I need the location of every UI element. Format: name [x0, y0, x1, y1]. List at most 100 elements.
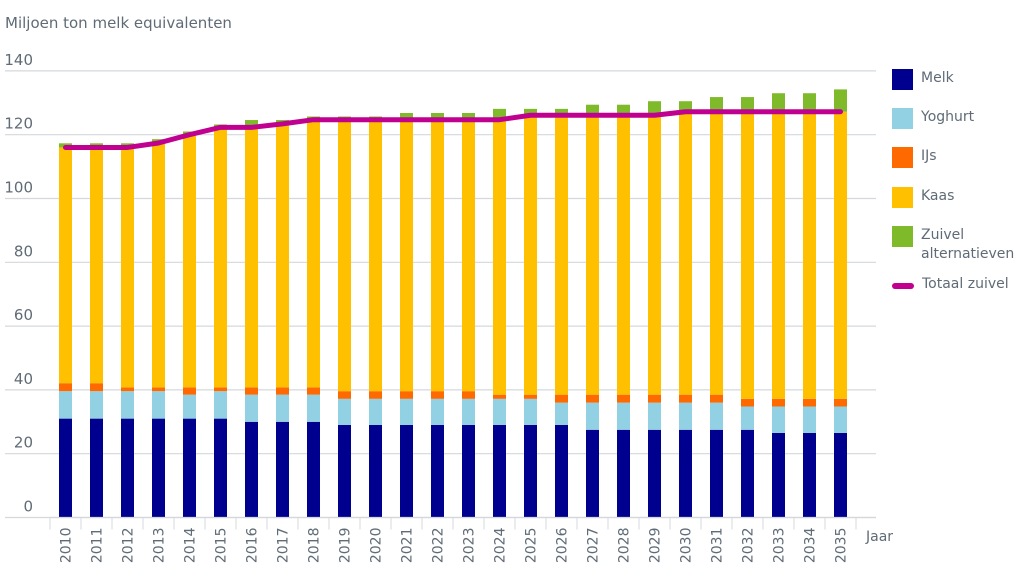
bar-segment-kaas — [431, 119, 444, 392]
bar-segment-kaas — [741, 111, 754, 399]
bar-segment-melk — [524, 424, 537, 518]
bar-segment-kaas — [834, 111, 847, 399]
bar-segment-yoghurt — [369, 398, 382, 425]
bar-segment-kaas — [307, 119, 320, 388]
bar-segment-yoghurt — [462, 398, 475, 425]
y-axis-title: Miljoen ton melk equivalenten — [5, 14, 232, 32]
legend-item-zuivel-alternatieven: Zuivel alternatieven — [892, 226, 1021, 264]
x-axis: 2010 2011 2012 2013 2014 2015 2016 2017 2018 2019… — [49, 516, 876, 564]
bar-stack-2029 — [648, 101, 661, 518]
bar-segment-ijs — [90, 383, 103, 392]
y-tick-label: 100 — [4, 179, 33, 197]
bar-segment-ijs — [772, 398, 785, 407]
bar-stack-2031 — [710, 97, 723, 518]
bar-segment-kaas — [710, 111, 723, 395]
bar-segment-melk — [834, 432, 847, 518]
x-tick-label: 2020 — [369, 528, 385, 564]
bar-segment-ijs — [524, 394, 537, 399]
bar-stack-2033 — [772, 93, 785, 518]
bar-segment-kaas — [183, 134, 196, 388]
bar-segment-yoghurt — [431, 398, 444, 425]
y-tick-label: 60 — [14, 306, 33, 324]
bar-segment-ijs — [400, 391, 413, 399]
bar-segment-kaas — [121, 147, 134, 388]
bar-stack-2024 — [493, 108, 506, 518]
legend-swatch-ijs — [892, 147, 913, 168]
bar-segment-ijs — [431, 391, 444, 399]
bar-stack-2014 — [183, 131, 196, 518]
bar-segment-ijs — [338, 391, 351, 399]
bar-segment-yoghurt — [834, 406, 847, 433]
x-tick-label: 2013 — [152, 528, 168, 564]
bar-segment-yoghurt — [90, 391, 103, 419]
bar-segment-melk — [803, 432, 816, 518]
bar-segment-melk — [90, 418, 103, 518]
legend-swatch-zuivel-alternatieven — [892, 226, 913, 247]
bar-segment-kaas — [462, 119, 475, 392]
bar-stack-2030 — [679, 101, 692, 518]
bar-stack-2022 — [431, 113, 444, 518]
bar-segment-ijs — [710, 394, 723, 403]
bar-segment-yoghurt — [59, 391, 72, 419]
bar-segment-kaas — [803, 111, 816, 399]
legend-label-totaal-zuivel: Totaal zuivel — [922, 276, 1009, 292]
x-axis-title: Jaar — [865, 529, 893, 545]
bar-segment-yoghurt — [555, 402, 568, 425]
bar-segment-kaas — [555, 115, 568, 395]
bar-segment-melk — [338, 424, 351, 518]
bar-segment-yoghurt — [183, 394, 196, 419]
x-tick-label: 2021 — [400, 528, 416, 564]
bar-stack-2025 — [524, 108, 537, 518]
bar-stack-2019 — [338, 116, 351, 518]
bar-segment-zuivel-alternatieven — [493, 108, 506, 120]
bar-segment-melk — [741, 429, 754, 518]
bar-segment-kaas — [524, 115, 537, 395]
bar-segment-kaas — [59, 147, 72, 384]
x-tick-label: 2024 — [493, 527, 509, 563]
bar-stack-2027 — [586, 104, 599, 518]
bar-segment-zuivel-alternatieven — [710, 97, 723, 112]
bar-segment-melk — [772, 432, 785, 518]
x-tick-label: 2015 — [214, 528, 230, 564]
bar-segment-yoghurt — [648, 402, 661, 430]
bar-stack-2016 — [245, 120, 258, 518]
bar-segment-ijs — [214, 387, 227, 392]
bar-stack-2011 — [90, 143, 103, 518]
bar-segment-melk — [121, 418, 134, 518]
bar-segment-ijs — [803, 398, 816, 407]
bar-segment-melk — [152, 418, 165, 518]
legend-item-ijs: IJs — [892, 147, 1021, 168]
bar-segment-yoghurt — [493, 398, 506, 425]
y-tick-label: 40 — [14, 370, 33, 388]
legend-swatch-melk — [892, 69, 913, 90]
bar-stack-2015 — [214, 124, 227, 518]
legend-label-zuivel-alternatieven: Zuivel alternatieven — [921, 227, 1015, 262]
bar-stack-2010 — [59, 143, 72, 518]
bar-segment-zuivel-alternatieven — [772, 93, 785, 112]
legend-item-totaal-zuivel: Totaal zuivel — [892, 275, 1022, 294]
bar-segment-zuivel-alternatieven — [400, 113, 413, 120]
y-tick-label: 0 — [23, 498, 33, 516]
bar-segment-ijs — [59, 383, 72, 392]
x-tick-label: 2030 — [679, 528, 695, 564]
x-tick-label: 2014 — [183, 527, 199, 563]
bar-segment-kaas — [679, 111, 692, 395]
y-tick-label: 120 — [4, 115, 33, 133]
bar-segment-kaas — [245, 127, 258, 388]
bar-stack-2032 — [741, 97, 754, 518]
bar-segment-yoghurt — [121, 391, 134, 419]
bar-segment-kaas — [772, 111, 785, 399]
bar-segment-melk — [431, 424, 444, 518]
x-tick-label: 2011 — [90, 528, 106, 564]
bar-segment-zuivel-alternatieven — [648, 101, 661, 116]
bar-segment-melk — [245, 421, 258, 518]
legend-item-kaas: Kaas — [892, 187, 1021, 208]
x-tick-label: 2022 — [431, 528, 447, 564]
bar-segment-melk — [710, 429, 723, 518]
bar-segment-melk — [679, 429, 692, 518]
x-tick-label: 2026 — [555, 527, 571, 563]
bar-segment-zuivel-alternatieven — [679, 101, 692, 112]
x-tick-label: 2012 — [121, 528, 137, 564]
bar-stack-2035 — [834, 89, 847, 518]
